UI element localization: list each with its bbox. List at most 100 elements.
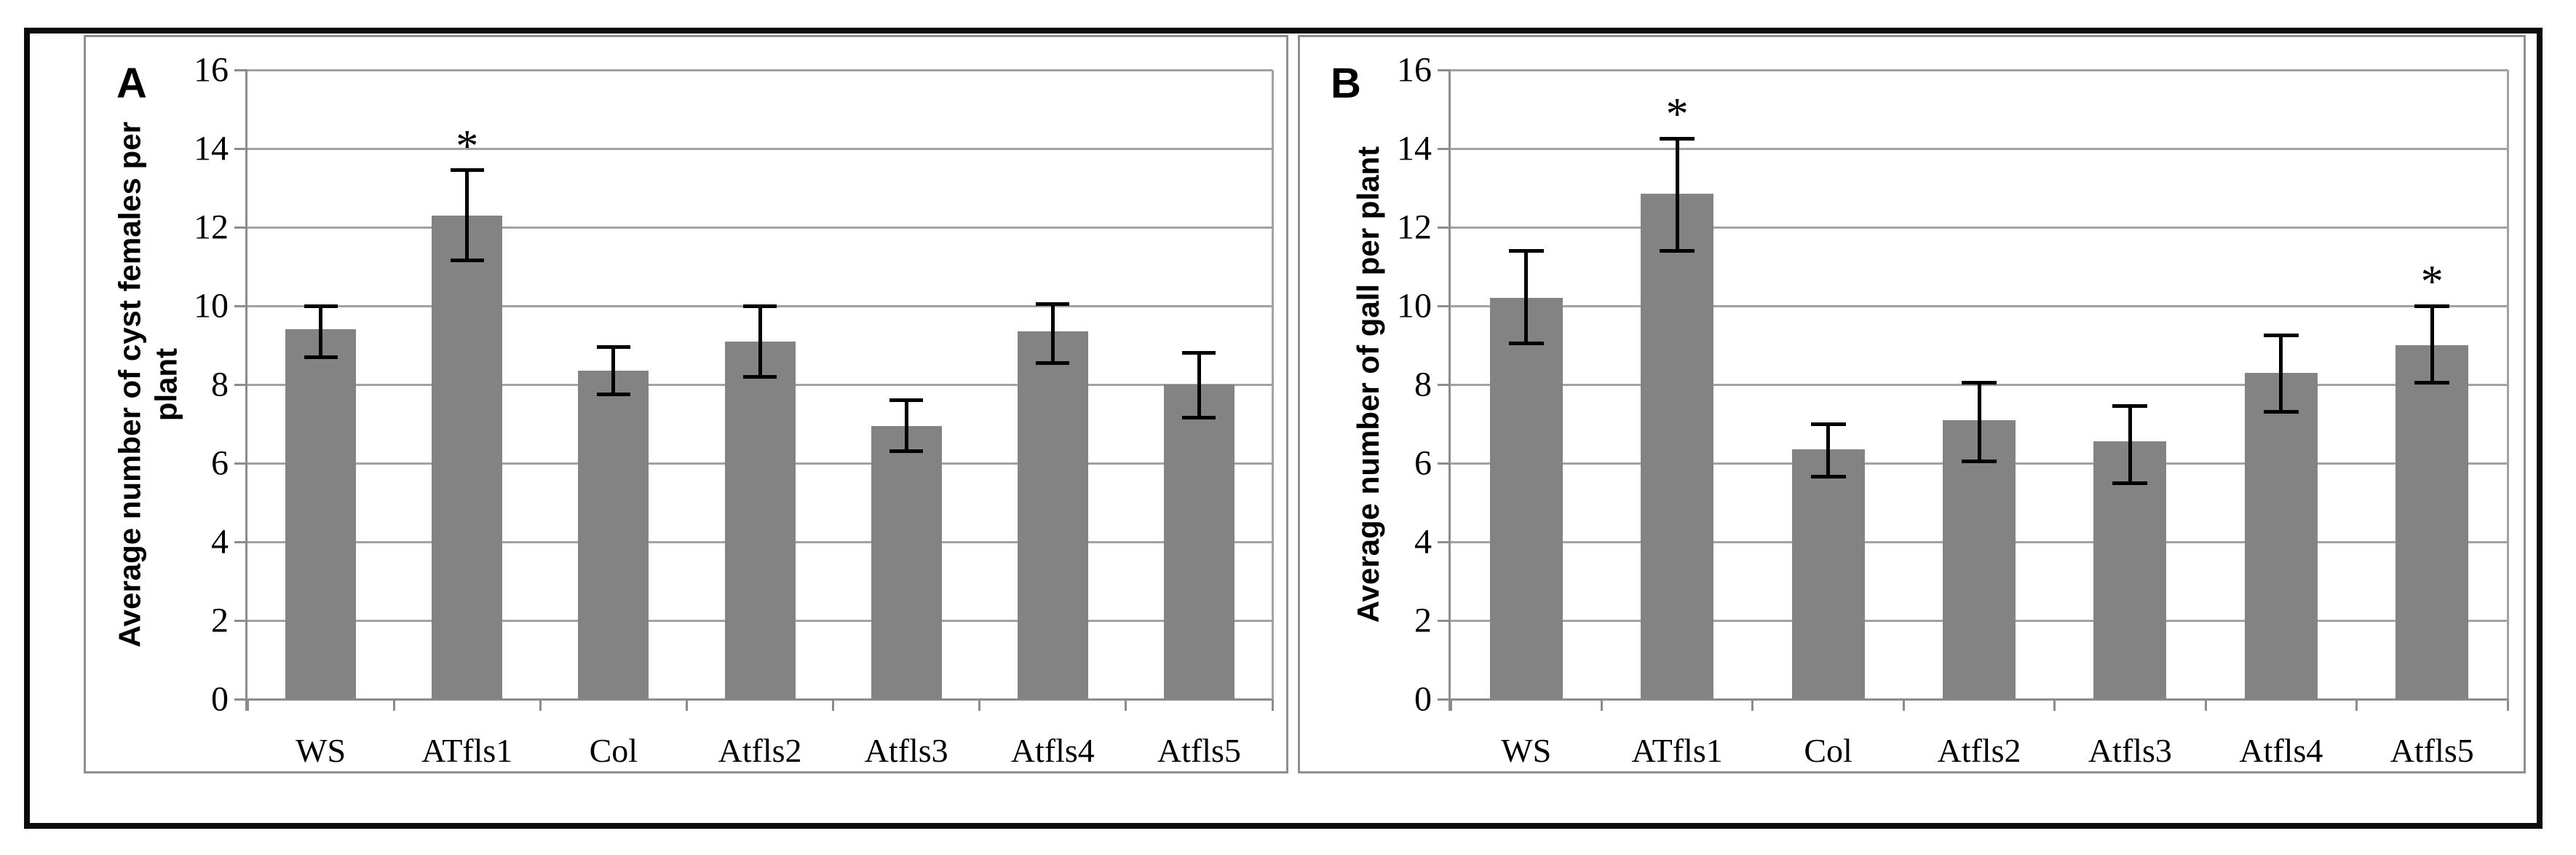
error-bar-cap-bottom-Atfls2 [1962, 459, 1997, 463]
bar-Atfls2 [724, 341, 796, 699]
error-bar-stem-Col [1826, 424, 1831, 477]
bar-Col [578, 371, 649, 699]
error-bar-cap-top-WS [1508, 248, 1544, 253]
plot-area-a: * [234, 68, 1274, 711]
x-category-label-Col: Col [589, 732, 638, 769]
x-tick-mark [392, 699, 395, 711]
bar-ATfls1 [432, 215, 503, 699]
x-tick-mark [1751, 699, 1754, 711]
y-tick-mark [234, 619, 247, 622]
error-bar-cap-bottom-Atfls4 [1036, 360, 1070, 365]
error-bar-stem-ATfls1 [465, 170, 469, 261]
x-tick-mark [1600, 699, 1603, 711]
y-tick-mark [234, 698, 247, 701]
x-category-label-Col: Col [1804, 732, 1852, 769]
x-category-label-Atfls5: Atfls5 [2390, 732, 2474, 769]
x-tick-mark [1125, 699, 1128, 711]
x-category-label-Atfls2: Atfls2 [1937, 732, 2021, 769]
x-category-label-Atfls2: Atfls2 [718, 732, 802, 769]
significance-asterisk-ATfls1: * [456, 121, 479, 171]
y-tick-mark [1438, 619, 1451, 622]
bar-Atfls5 [2395, 345, 2469, 699]
x-axis-baseline [1451, 698, 2508, 701]
bar-Atfls5 [1163, 385, 1235, 699]
y-tick-mark [234, 226, 247, 229]
error-bar-cap-top-Atfls2 [743, 304, 777, 308]
error-bar-cap-top-Atfls5 [2414, 304, 2450, 308]
bar-Col [1791, 449, 1865, 699]
y-tick-mark [1438, 226, 1451, 229]
bar-Atfls2 [1943, 419, 2016, 699]
plot-area-b: * * [1438, 68, 2509, 711]
gridline [1451, 304, 2508, 307]
x-category-label-WS: WS [1501, 732, 1552, 769]
x-category-label-WS: WS [296, 732, 346, 769]
error-bar-cap-top-Atfls4 [1036, 302, 1070, 306]
gridline [1451, 226, 2508, 229]
x-axis-baseline [247, 698, 1272, 701]
error-bar-cap-bottom-Atfls2 [743, 374, 777, 379]
error-bar-cap-bottom-Atfls5 [2414, 380, 2450, 385]
significance-asterisk-Atfls5: * [2420, 256, 2444, 307]
y-tick-label: 10 [194, 286, 229, 326]
y-axis-line [245, 70, 247, 711]
x-tick-mark [2053, 699, 2056, 711]
x-tick-mark [1271, 699, 1274, 711]
error-bar-cap-bottom-Atfls5 [1182, 416, 1216, 420]
y-tick-mark [1438, 68, 1451, 71]
y-axis-line [1448, 70, 1451, 711]
bar-ATfls1 [1641, 194, 1714, 699]
x-tick-mark [539, 699, 542, 711]
gridline [247, 226, 1272, 229]
y-tick-label: 12 [194, 208, 229, 247]
y-tick-label: 2 [1414, 601, 1432, 640]
x-tick-mark [246, 699, 249, 711]
error-bar-cap-bottom-Atfls3 [2112, 481, 2148, 485]
error-bar-cap-top-Atfls3 [889, 398, 924, 403]
y-tick-mark [234, 147, 247, 150]
x-tick-mark [978, 699, 981, 711]
y-axis-tick-labels-b: 0 2 4 6 8 10 12 14 16 [1300, 51, 1432, 719]
significance-asterisk-ATfls1: * [1665, 90, 1689, 140]
error-bar-cap-top-Col [596, 345, 630, 350]
y-tick-label: 12 [1397, 208, 1432, 247]
error-bar-stem-Atfls3 [904, 400, 908, 452]
bar-Atfls4 [1017, 331, 1088, 699]
x-tick-mark [1449, 699, 1452, 711]
error-bar-cap-top-Atfls2 [1962, 380, 1997, 385]
y-tick-mark [234, 462, 247, 465]
gridline [1451, 68, 2508, 71]
y-tick-mark [1438, 462, 1451, 465]
y-tick-mark [1438, 383, 1451, 386]
x-tick-mark [2204, 699, 2207, 711]
y-tick-label: 0 [1414, 679, 1432, 719]
y-tick-label: 6 [211, 444, 229, 483]
error-bar-stem-ATfls1 [1675, 138, 1679, 251]
y-tick-label: 0 [211, 679, 229, 719]
x-category-label-Atfls5: Atfls5 [1157, 732, 1241, 769]
y-tick-label: 16 [194, 50, 229, 90]
error-bar-cap-top-ATfls1 [450, 168, 484, 173]
panel-letter-a: A [116, 60, 147, 107]
x-category-label-ATfls1: ATfls1 [421, 732, 513, 769]
bar-WS [285, 329, 357, 699]
error-bar-stem-Atfls5 [2430, 306, 2434, 383]
x-category-label-Atfls3: Atfls3 [864, 732, 948, 769]
error-bar-stem-Atfls5 [1197, 352, 1201, 418]
y-tick-mark [1438, 698, 1451, 701]
x-tick-mark [685, 699, 688, 711]
plot-right-border [1271, 70, 1274, 699]
y-tick-mark [234, 540, 247, 543]
gridline [247, 147, 1272, 150]
y-tick-mark [1438, 147, 1451, 150]
x-category-label-Atfls4: Atfls4 [1010, 732, 1095, 769]
y-tick-label: 2 [211, 601, 229, 640]
x-category-label-Atfls4: Atfls4 [2239, 732, 2323, 769]
y-tick-mark [234, 68, 247, 71]
panel-a: A Average number of cyst females per pla… [84, 35, 1288, 773]
error-bar-cap-bottom-Col [1810, 475, 1846, 479]
gridline [1451, 147, 2508, 150]
error-bar-stem-Atfls2 [1977, 382, 1981, 462]
y-axis-tick-labels-a: 0 2 4 6 8 10 12 14 16 [86, 51, 229, 719]
